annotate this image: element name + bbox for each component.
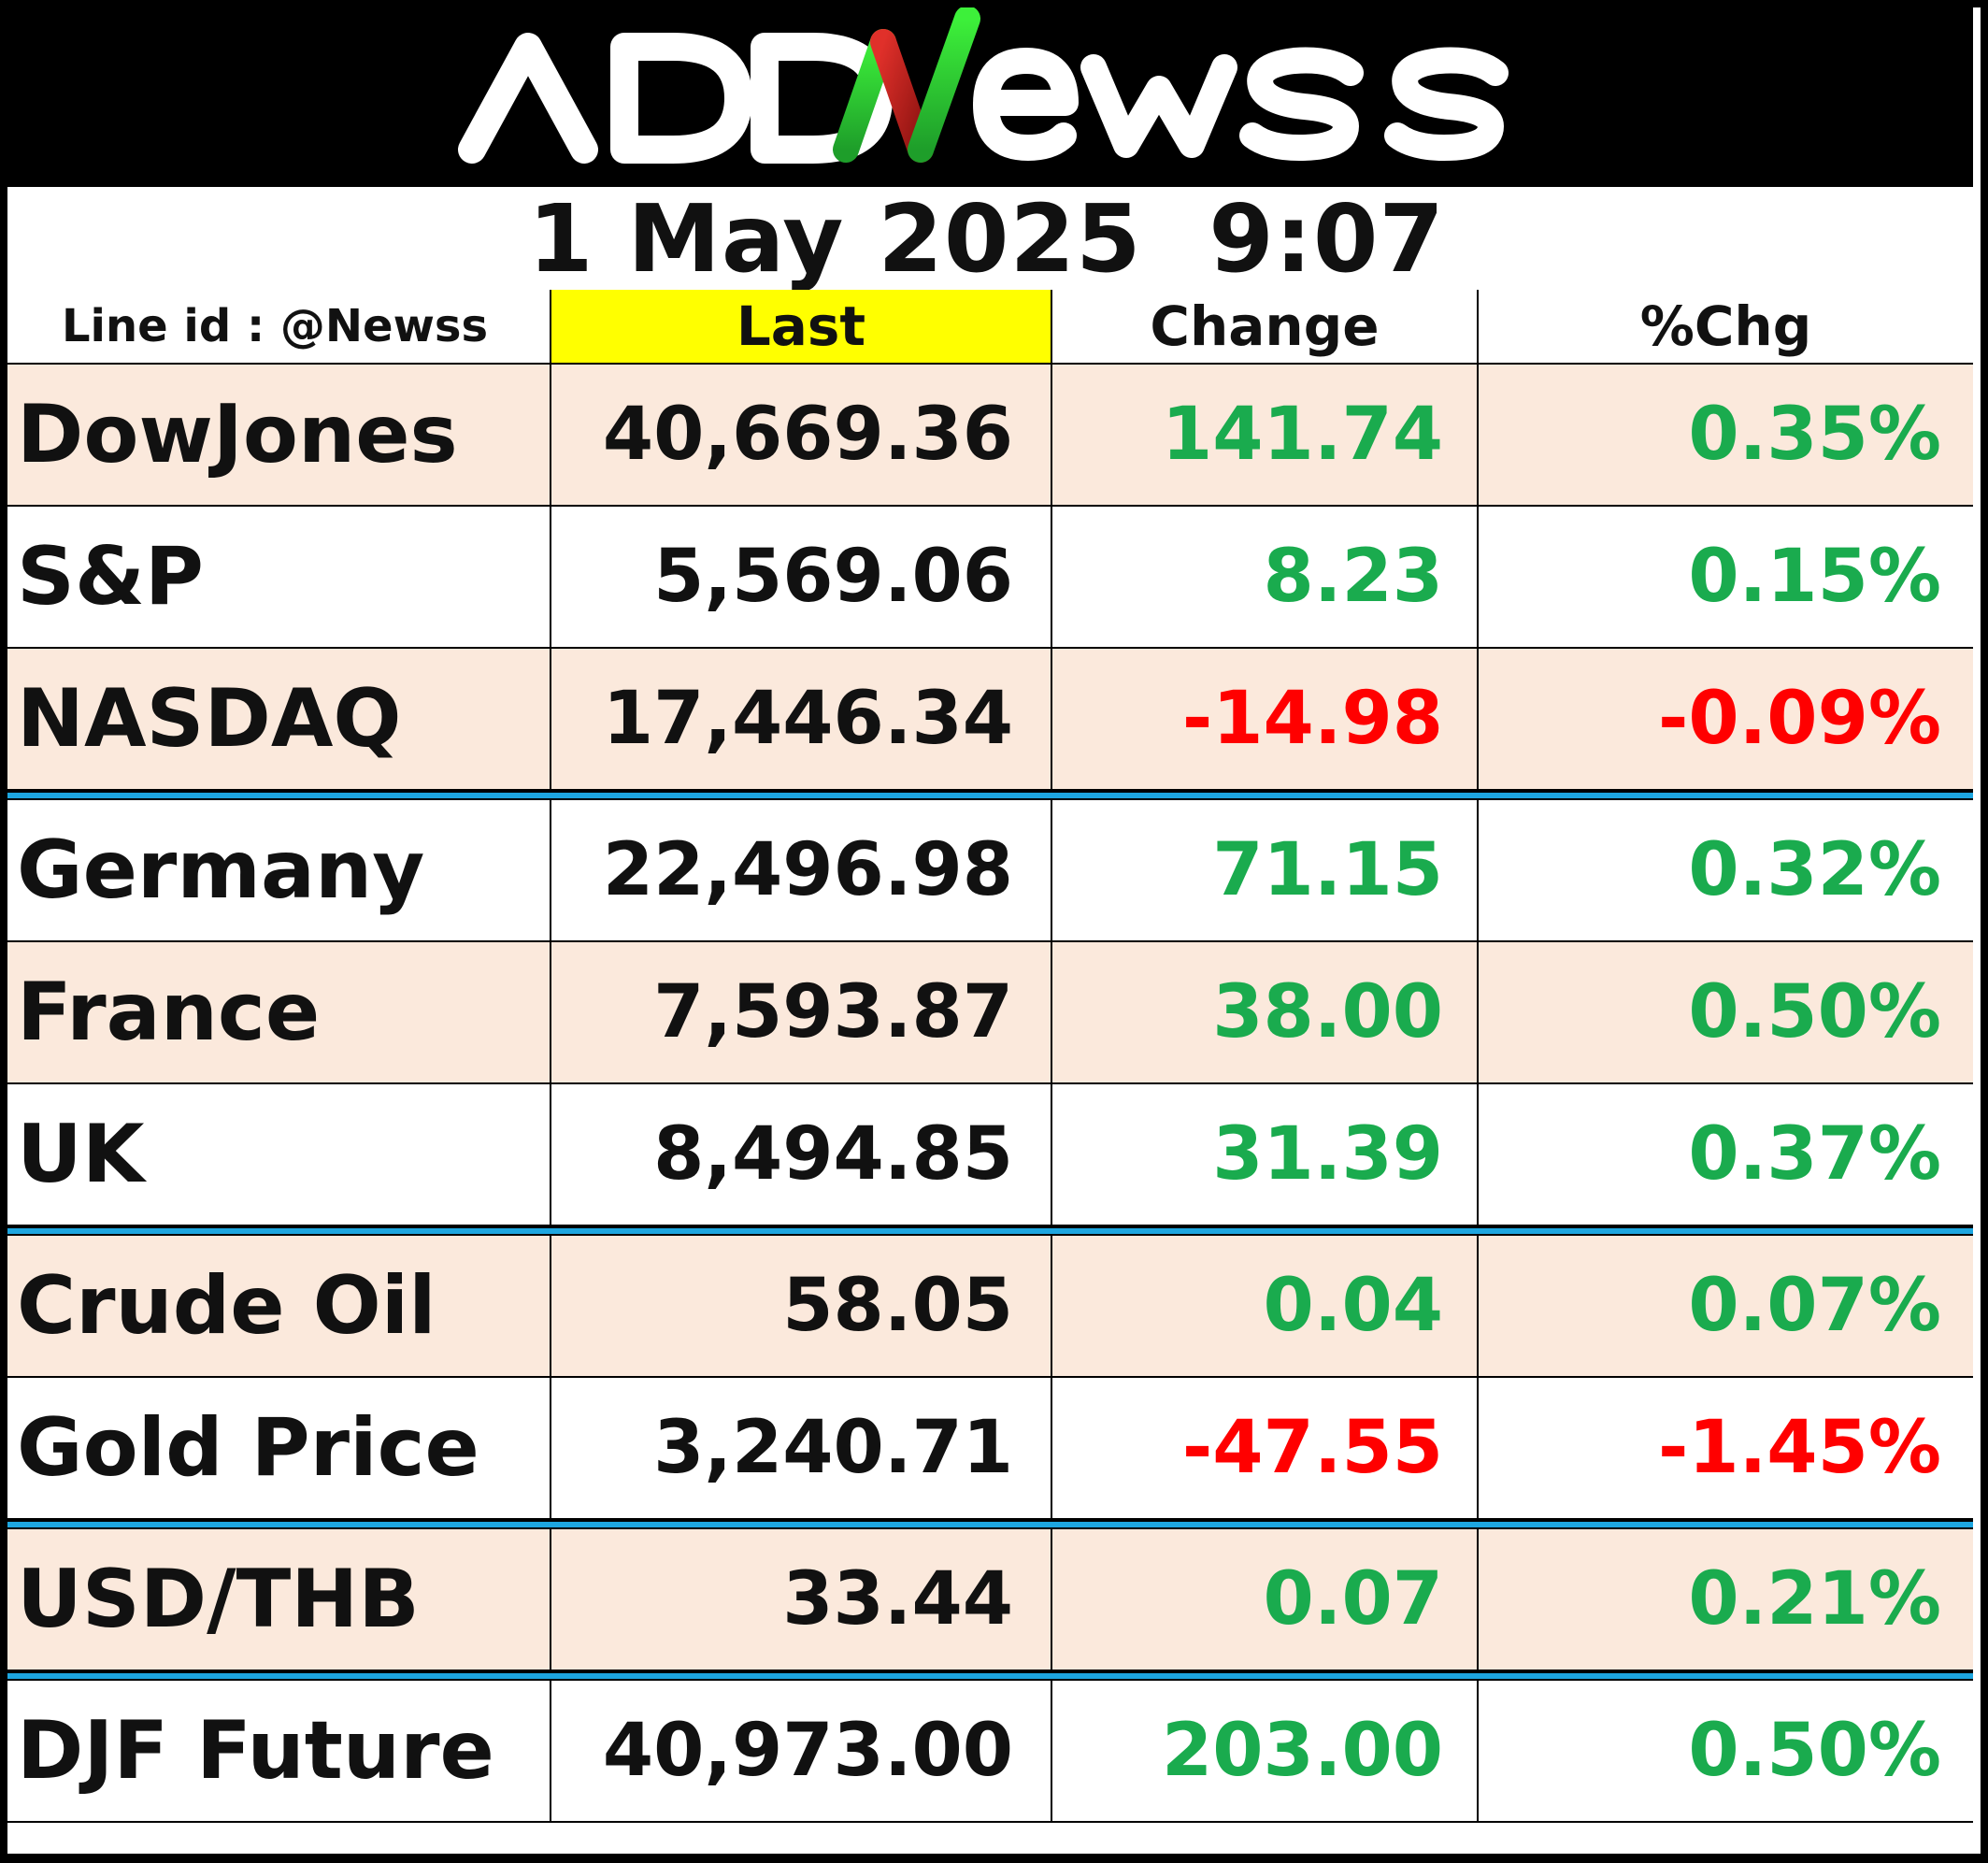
- row-name: USD/THB: [0, 1529, 551, 1671]
- header-pct-change: %Chg: [1479, 290, 1973, 365]
- table-row: USD/THB 33.44 0.07 0.21%: [0, 1529, 1973, 1671]
- table-row: S&P 5,569.06 8.23 0.15%: [0, 507, 1973, 649]
- row-pct-change: 0.21%: [1479, 1529, 1973, 1671]
- row-change: 141.74: [1052, 365, 1479, 507]
- header-change: Change: [1052, 290, 1479, 365]
- logo-wordmark: [458, 6, 1509, 164]
- table-row: France 7,593.87 38.00 0.50%: [0, 942, 1973, 1084]
- date-time-label: 1 May 2025 9:07: [528, 184, 1445, 294]
- brand-header: [0, 0, 1973, 187]
- row-pct-change: 0.35%: [1479, 365, 1973, 507]
- row-last: 22,496.98: [551, 800, 1052, 942]
- row-change: 8.23: [1052, 507, 1479, 649]
- row-last: 8,494.85: [551, 1084, 1052, 1226]
- row-name: Gold Price: [0, 1378, 551, 1520]
- row-name: France: [0, 942, 551, 1084]
- row-change: 0.04: [1052, 1236, 1479, 1378]
- row-change: 203.00: [1052, 1681, 1479, 1823]
- group-separator: [0, 791, 1973, 800]
- group-separator: [0, 1520, 1973, 1529]
- row-pct-change: 0.37%: [1479, 1084, 1973, 1226]
- row-pct-change: 0.07%: [1479, 1236, 1973, 1378]
- row-change: 31.39: [1052, 1084, 1479, 1226]
- row-name: DowJones: [0, 365, 551, 507]
- row-name: S&P: [0, 507, 551, 649]
- header-last: Last: [551, 290, 1052, 365]
- group-separator: [0, 1671, 1973, 1681]
- row-change: -47.55: [1052, 1378, 1479, 1520]
- row-pct-change: -0.09%: [1479, 649, 1973, 791]
- row-pct-change: 0.32%: [1479, 800, 1973, 942]
- row-last: 5,569.06: [551, 507, 1052, 649]
- row-name: UK: [0, 1084, 551, 1226]
- group-separator: [0, 1226, 1973, 1236]
- table-row: DowJones 40,669.36 141.74 0.35%: [0, 365, 1973, 507]
- row-pct-change: 0.15%: [1479, 507, 1973, 649]
- table-header-row: Line id : @Newss Last Change %Chg: [0, 290, 1973, 365]
- time-text: 9:07: [1209, 183, 1445, 294]
- row-change: 0.07: [1052, 1529, 1479, 1671]
- table-row: Crude Oil 58.05 0.04 0.07%: [0, 1236, 1973, 1378]
- row-last: 58.05: [551, 1236, 1052, 1378]
- table-row: DJF Future 40,973.00 203.00 0.50%: [0, 1681, 1973, 1823]
- row-change: -14.98: [1052, 649, 1479, 791]
- row-name: Germany: [0, 800, 551, 942]
- date-text: 1 May 2025: [527, 183, 1142, 294]
- row-last: 40,973.00: [551, 1681, 1052, 1823]
- row-last: 40,669.36: [551, 365, 1052, 507]
- table-row: UK 8,494.85 31.39 0.37%: [0, 1084, 1973, 1226]
- row-change: 38.00: [1052, 942, 1479, 1084]
- row-name: NASDAQ: [0, 649, 551, 791]
- table-row: Germany 22,496.98 71.15 0.32%: [0, 800, 1973, 942]
- row-name: DJF Future: [0, 1681, 551, 1823]
- addnewss-logo: [458, 6, 1509, 164]
- row-last: 33.44: [551, 1529, 1052, 1671]
- row-pct-change: -1.45%: [1479, 1378, 1973, 1520]
- row-change: 71.15: [1052, 800, 1479, 942]
- row-last: 3,240.71: [551, 1378, 1052, 1520]
- row-last: 17,446.34: [551, 649, 1052, 791]
- row-pct-change: 0.50%: [1479, 942, 1973, 1084]
- header-line-id: Line id : @Newss: [0, 290, 551, 365]
- row-name: Crude Oil: [0, 1236, 551, 1378]
- row-pct-change: 0.50%: [1479, 1681, 1973, 1823]
- table-row: Gold Price 3,240.71 -47.55 -1.45%: [0, 1378, 1973, 1520]
- row-last: 7,593.87: [551, 942, 1052, 1084]
- table-row: NASDAQ 17,446.34 -14.98 -0.09%: [0, 649, 1973, 791]
- date-time-bar: 1 May 2025 9:07: [0, 184, 1973, 294]
